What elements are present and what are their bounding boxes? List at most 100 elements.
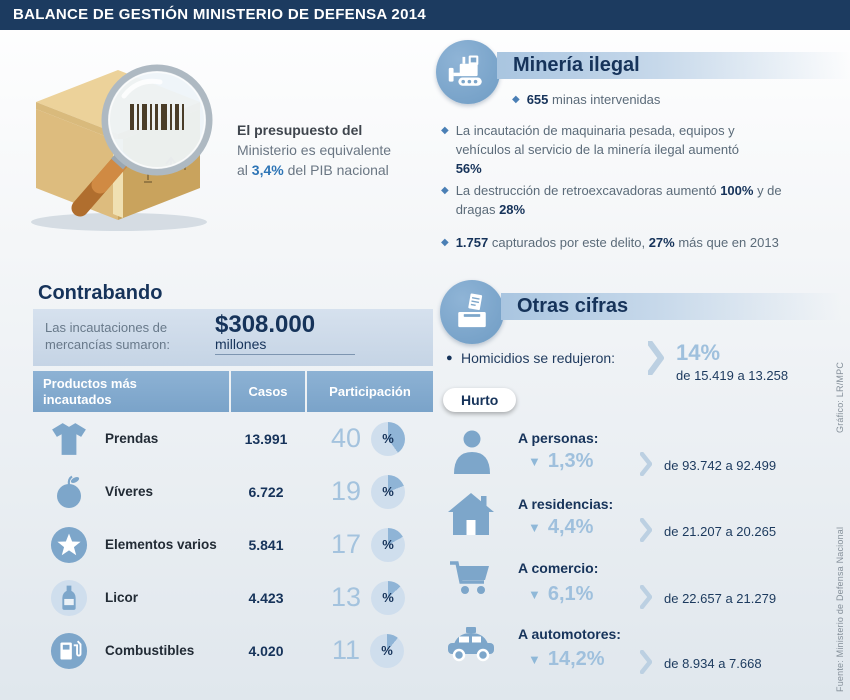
participation-value: 17 [330,529,362,559]
page-title: BALANCE DE GESTIÓN MINISTERIO DE DEFENSA… [13,6,427,23]
hurto-residencias-change: ▼ 4,4% [528,516,593,539]
column-header-productos: Productos más incautados [33,371,229,412]
budget-statement: El presupuesto del Ministerio es equival… [237,120,435,180]
down-arrow-icon: ▼ [528,652,541,667]
budget-line2: Ministerio es equivalente [237,142,392,158]
pie-chart-icon: % [370,633,405,668]
fuel-icon [33,632,105,670]
participation-value: 19 [330,476,362,506]
homicidios-percentage: 14% [676,340,721,365]
column-header-casos: Casos [231,371,305,412]
down-arrow-icon: ▼ [528,454,541,469]
cart-icon [448,558,494,605]
hurto-residencias-range: de 21.207 a 20.265 [664,524,777,539]
casos-value: 13.991 [244,430,288,447]
mineria-item: ◆ La destrucción de retroexcavadoras aum… [441,181,786,219]
down-arrow-icon: ▼ [528,587,541,602]
bulldozer-icon [436,40,500,104]
mineria-item: ◆ 655 minas intervenidas [512,90,842,109]
mineria-section-header: Minería ilegal [497,52,850,79]
taxi-icon [446,626,496,669]
casos-value: 4.020 [248,642,284,659]
table-row: Víveres 6.722 19 % [33,465,433,518]
budget-line3: al 3,4% del PIB nacional [237,162,389,178]
homicidios-label: Homicidios se redujeron: [461,350,616,366]
amount-unit: millones [215,336,267,352]
chevron-right-icon [639,451,653,481]
product-label: Víveres [105,484,154,499]
mineria-item-text: 1.757 capturados por este delito, 27% má… [455,235,779,250]
credit-grafico: Gráfico: LR/MPC [835,361,845,433]
person-icon [452,428,492,479]
percent-sign: % [381,643,393,658]
mineria-item-text: La destrucción de retroexcavadoras aumen… [455,183,782,217]
amount-value: $308.000 [215,311,316,338]
hurto-personas-percentage: 1,3% [547,450,594,472]
house-icon [448,493,494,540]
casos-value: 5.841 [248,536,284,553]
hurto-comercio-range: de 22.657 a 21.279 [664,591,777,606]
hurto-residencias-percentage: 4,4% [547,516,594,538]
incautaciones-panel: Las incautaciones de mercancías sumaron:… [33,309,433,366]
diamond-bullet-icon: ◆ [441,185,449,196]
hurto-automotores-percentage: 14,2% [547,648,605,670]
contrabando-table: Prendas 13.991 40 % Víveres 6.722 19 % [33,412,433,677]
box-magnifier-illustration [14,40,232,238]
percent-sign: % [382,590,394,605]
mineria-title: Minería ilegal [513,54,640,76]
contrabando-title: Contrabando [38,282,163,304]
pie-chart-icon: % [371,527,406,562]
homicidios-range: de 15.419 a 13.258 [676,368,789,383]
column-header-participacion: Participación [307,371,433,412]
chevron-right-icon [639,517,653,547]
shirt-icon [33,422,105,456]
credit-fuente: Fuente: Ministerio de Defensa Nacional [835,526,845,692]
table-header-row: Productos más incautados Casos Participa… [33,371,433,412]
chevron-right-icon [639,584,653,614]
otras-cifras-section-header: Otras cifras [501,293,841,320]
diamond-bullet-icon: ◆ [441,125,449,136]
product-label: Elementos varios [105,537,217,552]
participation-value: 13 [330,582,362,612]
hurto-residencias-label: A residencias: [518,496,614,512]
pie-chart-icon: % [371,421,406,456]
table-row: Elementos varios 5.841 17 % [33,518,433,571]
hurto-personas-change: ▼ 1,3% [528,450,593,473]
hurto-comercio-change: ▼ 6,1% [528,583,593,606]
bottle-icon [33,579,105,617]
bullet-dot-icon: ● [446,352,453,364]
hurto-automotores-change: ▼ 14,2% [528,648,605,671]
mineria-item: ◆ 1.757 capturados por este delito, 27% … [441,233,846,252]
budget-percentage: 3,4% [251,162,284,178]
budget-line1: El presupuesto del [237,122,363,138]
table-row: Prendas 13.991 40 % [33,412,433,465]
apple-icon [33,475,105,509]
pie-chart-icon: % [371,580,406,615]
product-label: Prendas [105,431,159,446]
title-bar: BALANCE DE GESTIÓN MINISTERIO DE DEFENSA… [0,0,850,30]
hurto-automotores-label: A automotores: [518,626,621,642]
mineria-item-text: 655 minas intervenidas [526,92,661,107]
diamond-bullet-icon: ◆ [441,237,449,248]
incautaciones-amount: $308.000 millones [215,312,355,355]
mineria-item-text: La incautación de maquinaria pesada, equ… [455,123,739,176]
hurto-automotores-range: de 8.934 a 7.668 [664,656,762,671]
product-label: Combustibles [105,643,195,658]
percent-sign: % [382,431,394,446]
chevron-right-icon [647,340,664,380]
participation-value: 11 [331,635,361,665]
casos-value: 4.423 [248,589,284,606]
participation-value: 40 [330,423,362,453]
hurto-personas-label: A personas: [518,430,599,446]
mineria-item: ◆ La incautación de maquinaria pesada, e… [441,121,759,178]
table-row: Licor 4.423 13 % [33,571,433,624]
product-label: Licor [105,590,139,605]
hurto-badge: Hurto [443,388,517,412]
star-icon [33,526,105,564]
incautaciones-intro: Las incautaciones de mercancías sumaron: [45,320,170,352]
casos-value: 6.722 [248,483,284,500]
hurto-personas-range: de 93.742 a 92.499 [664,458,777,473]
chevron-right-icon [639,649,653,679]
otras-cifras-title: Otras cifras [517,295,629,317]
